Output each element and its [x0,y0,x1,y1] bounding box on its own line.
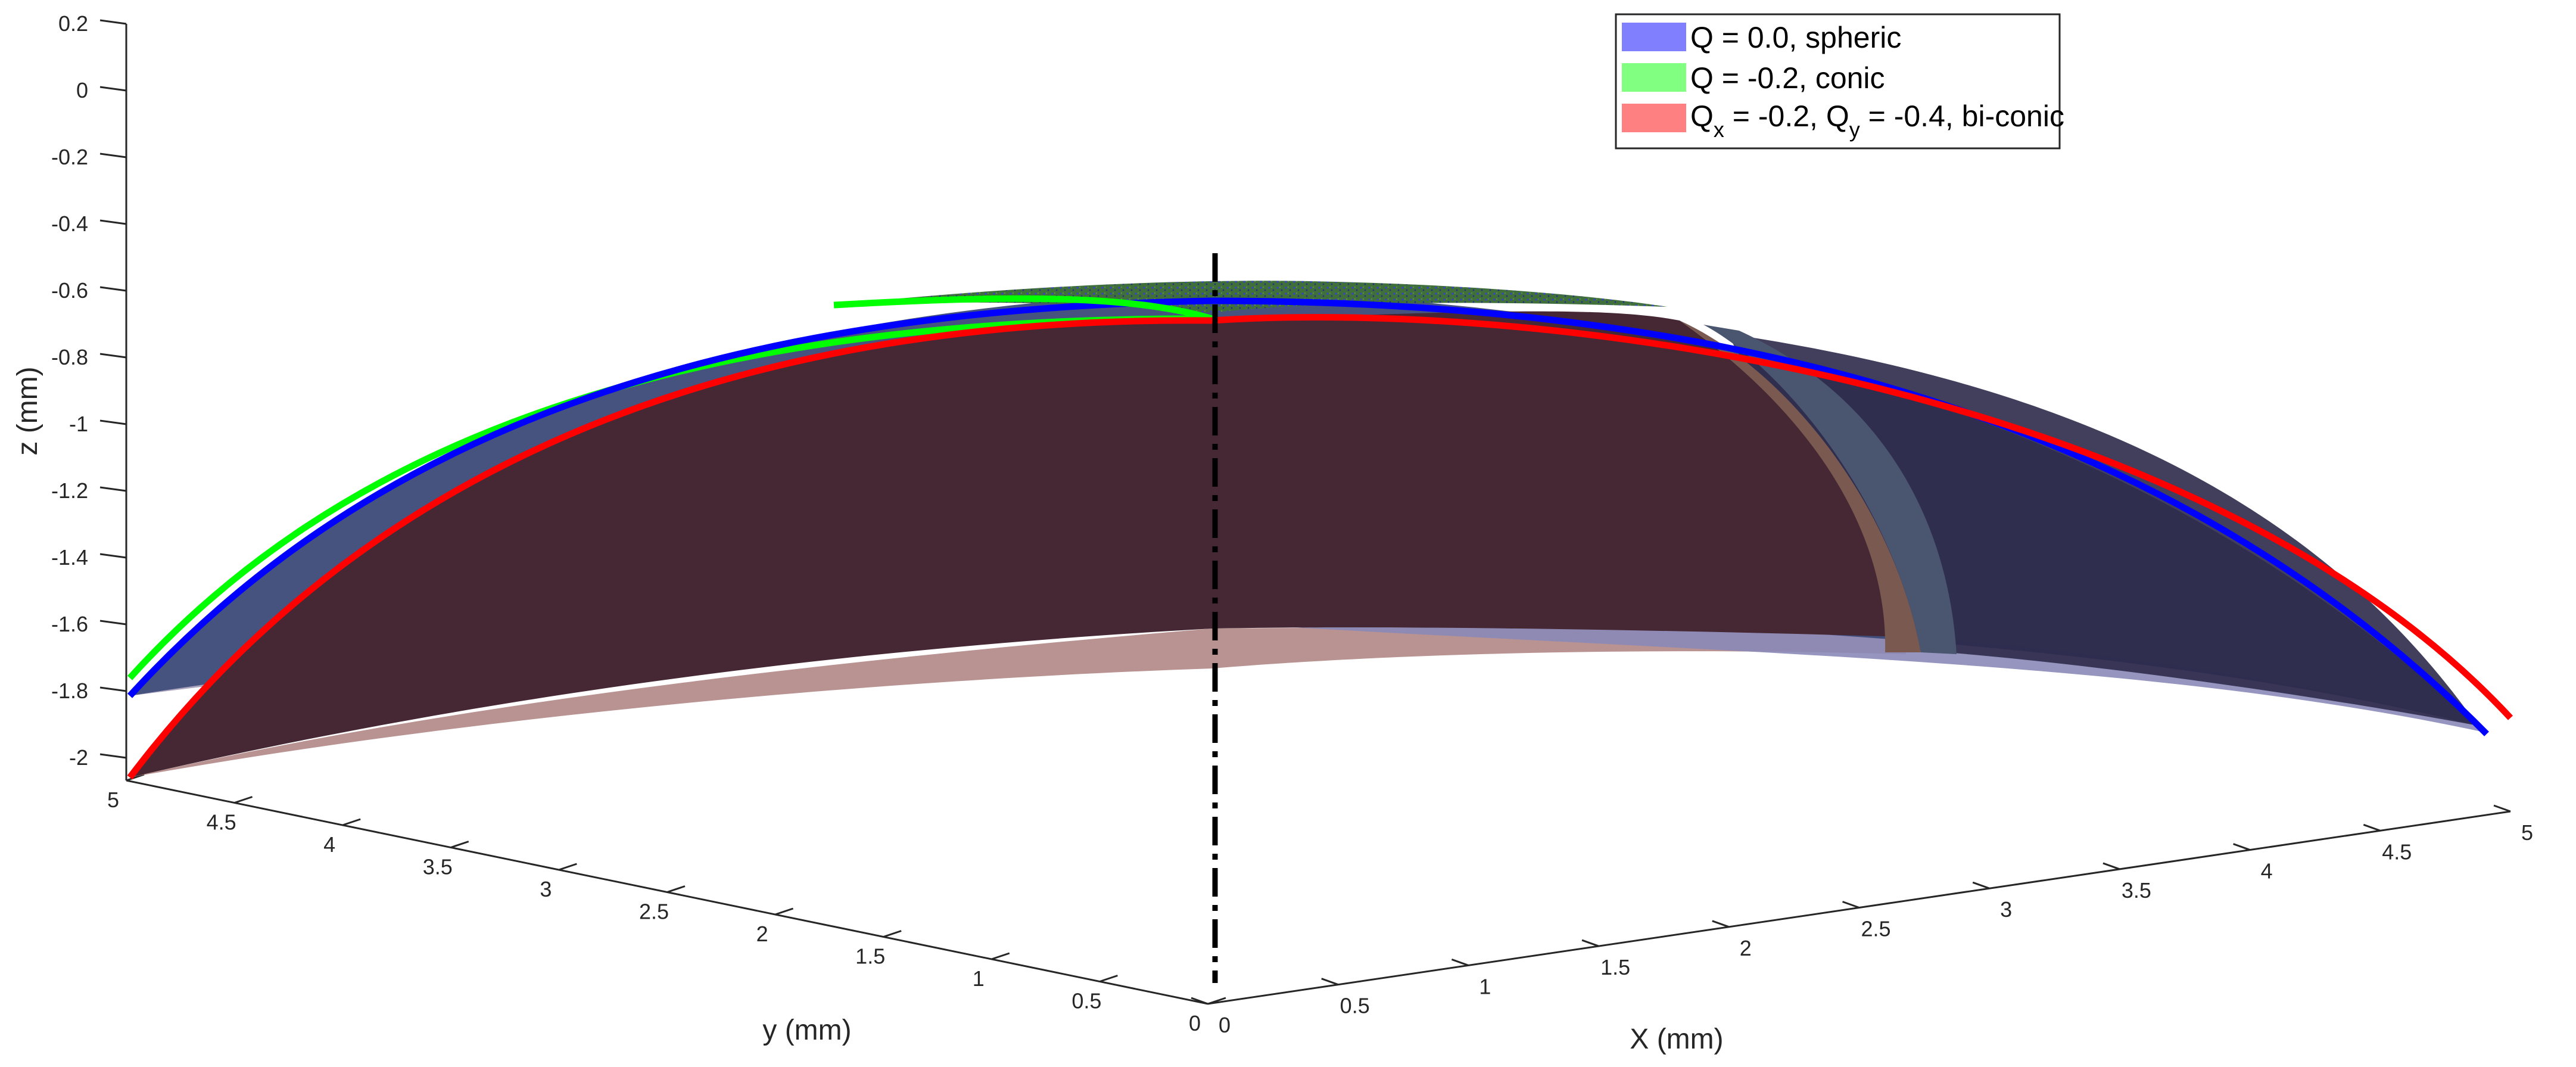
x-tick-label: 2 [1740,936,1752,960]
z-tick-mark [99,19,127,25]
y-tick-mark [558,863,577,871]
z-tick-label: -1.6 [51,612,88,636]
z-tick-mark [99,219,127,225]
z-tick-label: -0.4 [51,211,88,236]
y-tick-mark [883,930,902,938]
z-tick-mark [99,419,127,425]
conic-edge-top [833,295,1213,322]
x-tick-mark [1712,920,1730,928]
x-tick-label: 1.5 [1600,955,1630,979]
biconic-edge-curve-left [127,317,1213,780]
x-tick-mark [2363,823,2381,832]
z-tick-label: 0.2 [58,11,88,36]
y-tick-label: 2.5 [639,900,669,924]
x-tick-mark [1321,978,1339,986]
z-tick-mark [99,620,127,626]
x-tick-label: 2.5 [1861,917,1890,941]
z-tick-mark [99,753,127,759]
biconic-edge-curve-right [1211,313,2513,720]
y-tick-mark [775,907,794,916]
legend-box [1615,13,2061,150]
z-tick-label: -0.6 [51,278,88,303]
x-tick-label: 4 [2261,859,2273,884]
x-tick-label: 5 [2521,820,2533,845]
z-tick-mark [99,153,127,158]
y-tick-label: 1 [973,966,985,991]
legend: Q = 0.0, spheric Q = -0.2, conic Qx = -0… [1615,13,2064,150]
y-tick-label: 1.5 [855,944,885,969]
y-tick-label: 4 [323,832,335,857]
y-tick-label: 2 [756,922,768,946]
z-tick-mark [99,686,127,692]
y-tick-label: 0.5 [1071,989,1101,1013]
legend-swatch-biconic [1622,104,1686,132]
biconic-lower-band [130,629,1212,777]
z-tick-label: -1.2 [51,478,88,503]
floor-axes: 0 0.5 1 1.5 2 2.5 3 3.5 4 4.5 5 0 0.5 1 1.5 2 2.5 3 3.5 4 4… [107,773,2533,1055]
x-tick-mark [1842,901,1860,909]
x-tick-mark [1972,881,1990,889]
x-tick-mark [2102,862,2120,870]
y-tick-mark [126,773,145,782]
y-tick-mark [450,841,469,848]
x-tick-mark [2493,804,2511,813]
surfaces [127,281,2513,780]
legend-swatch-conic [1622,63,1686,92]
y-axis-label: y (mm) [762,1015,851,1046]
z-axis: 0.2 0 -0.2 -0.4 -0.6 -0.8 -1 -1.2 -1.4 -1.6 -1.8 -2… [12,11,127,780]
y-tick-mark [666,885,686,893]
legend-label-spheric: Q = 0.0, spheric [1690,21,1901,54]
y-tick-label: 3.5 [423,855,453,879]
biconic-surface [130,311,1886,777]
y-tick-mark [1099,975,1118,982]
conic-top-speckle [834,281,1668,313]
y-tick-label: 4.5 [207,810,236,835]
x-tick-label: 0 [1219,1013,1231,1037]
legend-label-conic: Q = -0.2, conic [1690,61,1885,95]
spheric-edge-curve-left [127,297,1213,698]
spheric-slate-crescent [1703,325,1957,654]
x-tick-mark [1581,939,1599,947]
z-tick-label: -2 [69,745,88,770]
x-tick-mark [1191,997,1208,1005]
y-tick-label: 0 [1189,1011,1201,1035]
z-tick-mark [99,353,127,359]
x-tick-label: 1 [1479,974,1491,998]
y-tick-label: 5 [107,788,119,812]
legend-swatch-spheric [1622,23,1686,51]
y-tick-mark [991,952,1010,960]
z-tick-label: 0 [76,78,88,102]
z-axis-label: z (mm) [12,366,43,455]
x-tick-label: 4.5 [2382,839,2412,864]
x-tick-label: 3.5 [2122,878,2151,903]
z-tick-label: -0.2 [51,145,88,169]
biconic-tan-crescent [1680,321,1921,652]
legend-label-biconic: Qx = -0.2, Qy = -0.4, bi-conic [1690,99,2064,142]
y-tick-mark [234,796,253,804]
z-tick-label: -0.8 [51,345,88,369]
x-tick-label: 0.5 [1340,994,1370,1018]
x-tick-mark [2233,843,2251,851]
z-tick-mark [99,86,127,92]
z-tick-label: -1 [69,412,88,436]
z-tick-label: -1.4 [51,545,88,570]
y-tick-mark [342,818,361,826]
z-tick-mark [99,553,127,559]
z-tick-mark [99,486,127,492]
z-tick-label: -1.8 [51,679,88,703]
z-tick-mark [99,286,127,292]
x-axis-label: X (mm) [1630,1024,1723,1055]
x-tick-mark [1451,958,1469,966]
x-tick-label: 3 [2000,897,2012,922]
y-tick-label: 3 [540,877,552,901]
y-tick-mark [1207,997,1226,1005]
